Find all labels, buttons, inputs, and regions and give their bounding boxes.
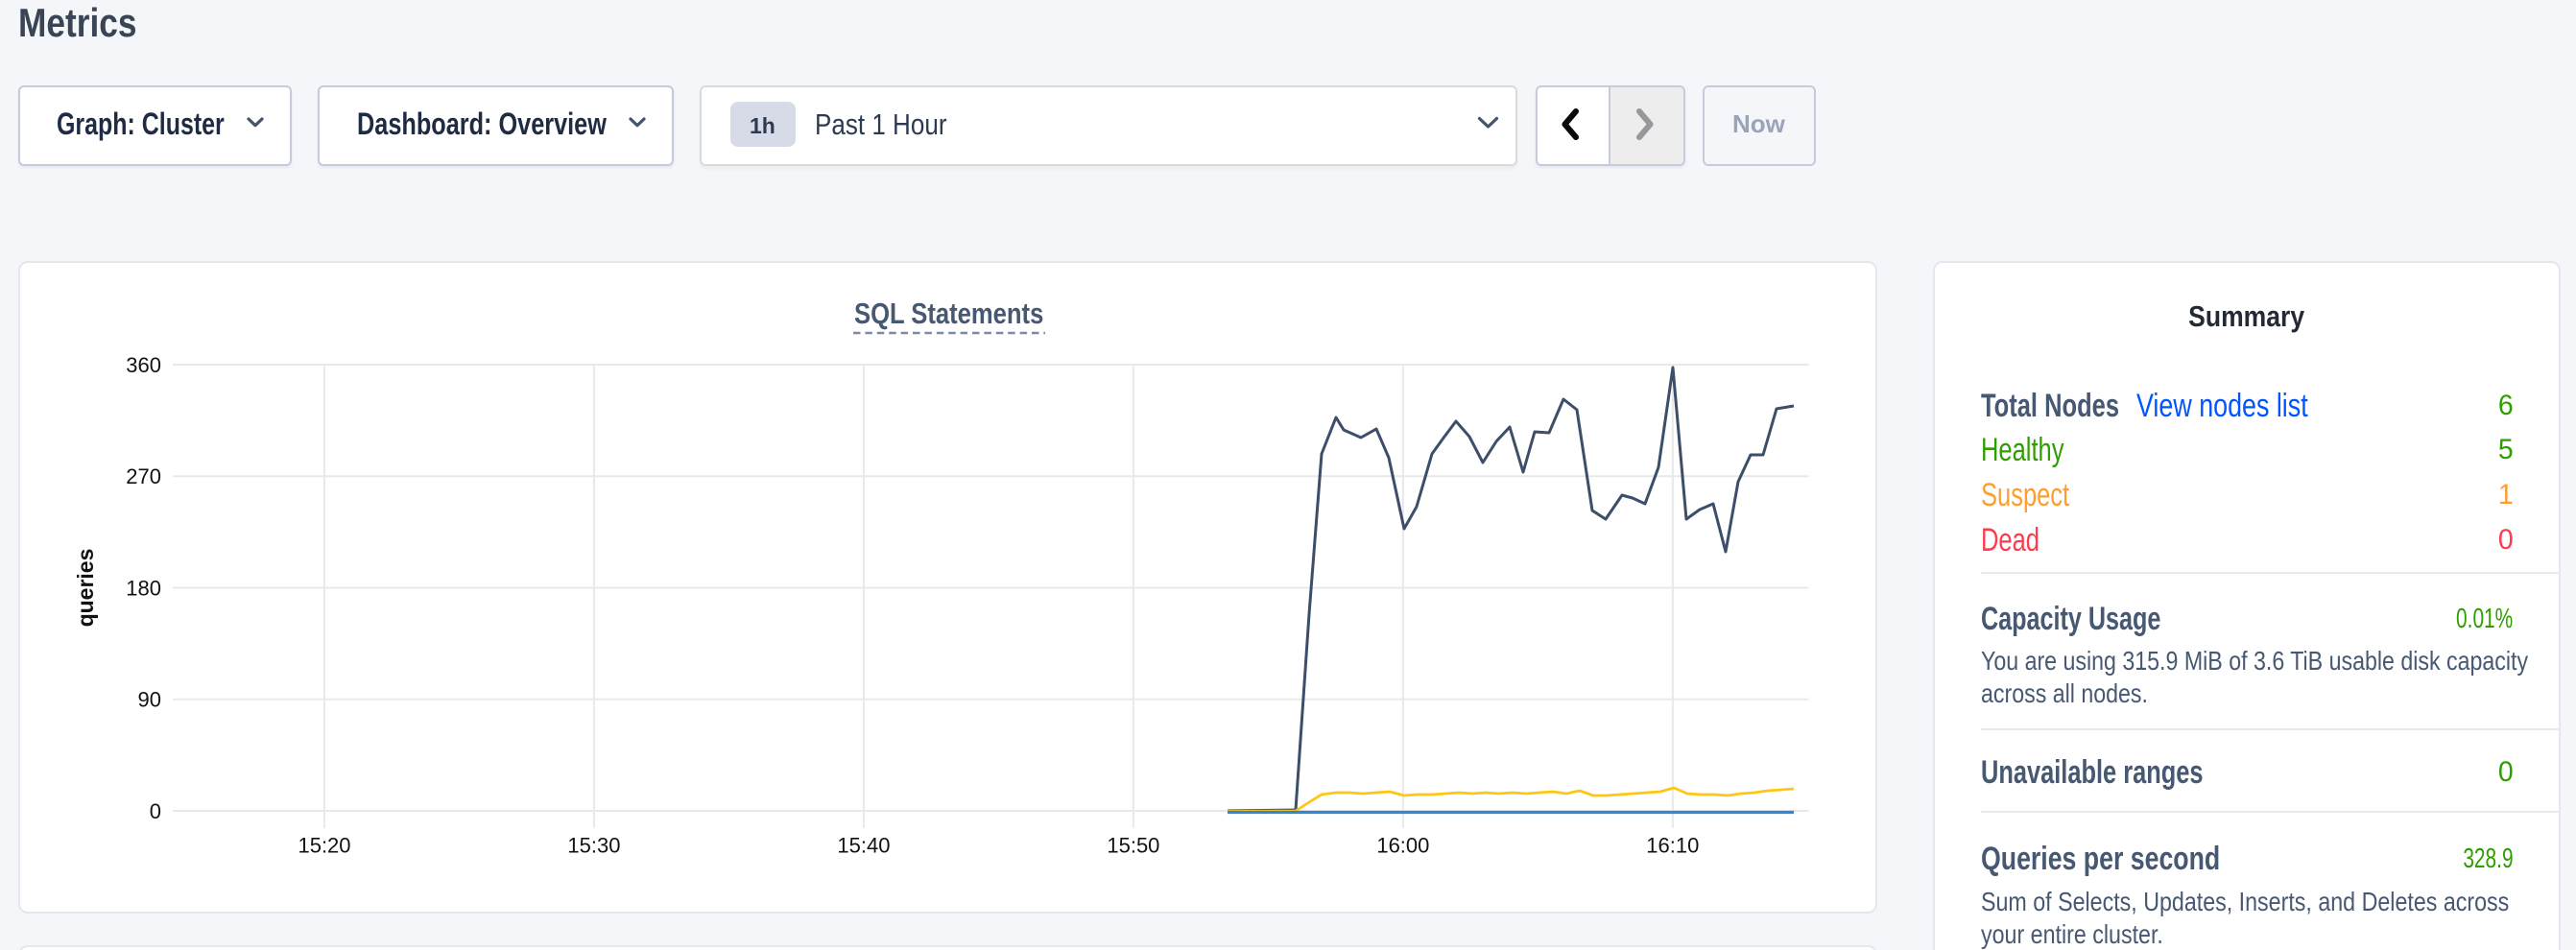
svg-text:16:10: 16:10 [1646, 834, 1699, 858]
svg-text:360: 360 [126, 353, 161, 377]
svg-text:queries: queries [73, 549, 98, 628]
svg-text:16:00: 16:00 [1376, 834, 1429, 858]
svg-text:180: 180 [126, 576, 161, 600]
svg-text:15:20: 15:20 [298, 834, 350, 858]
svg-text:0: 0 [150, 799, 161, 823]
svg-text:15:30: 15:30 [567, 834, 620, 858]
svg-text:90: 90 [138, 688, 161, 712]
svg-text:15:40: 15:40 [837, 834, 890, 858]
svg-text:270: 270 [126, 464, 161, 488]
svg-text:15:50: 15:50 [1107, 834, 1159, 858]
